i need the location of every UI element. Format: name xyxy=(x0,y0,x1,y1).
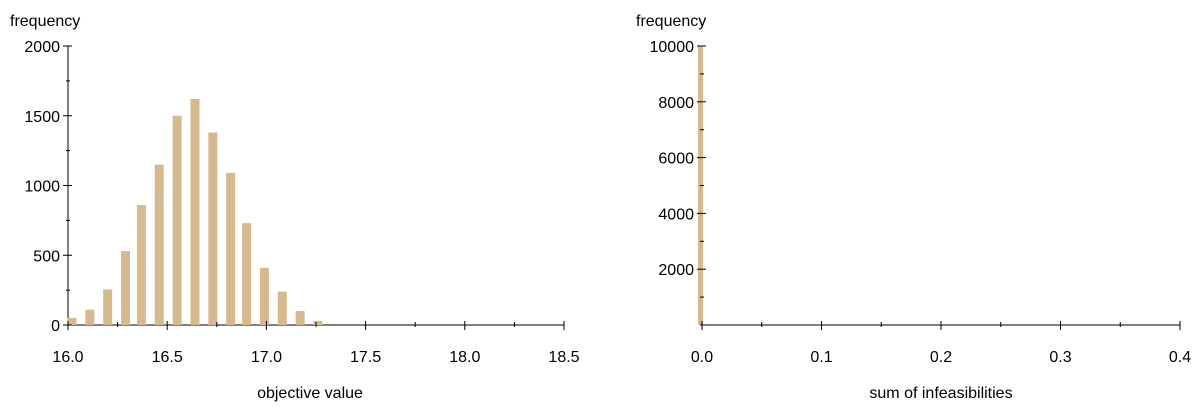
objective-value-histogram: frequency 0 500 1000 1500 2000 16.0 16.5 17.0 17… xyxy=(10,13,580,402)
bar xyxy=(277,291,287,325)
bar xyxy=(136,205,146,325)
bar xyxy=(208,132,218,325)
ticks: 2000 4000 6000 8000 10000 0.0 0.1 0.2 0.3 0.4 xyxy=(650,39,1192,366)
x-tick-label: 0.4 xyxy=(1169,349,1191,366)
y-tick-label: 500 xyxy=(33,248,60,265)
bar xyxy=(295,311,305,325)
y-tick-label: 8000 xyxy=(658,95,694,112)
x-tick-label: 0.1 xyxy=(810,349,832,366)
sum-of-infeasibilities-histogram: frequency 2000 4000 6000 8000 10000 0.0 0.1 0.2… xyxy=(636,13,1191,402)
y-tick-label: 0 xyxy=(51,318,60,335)
x-tick-label: 16.5 xyxy=(152,349,183,366)
x-tick-label: 0.3 xyxy=(1049,349,1071,366)
y-tick-label: 1000 xyxy=(24,179,60,196)
ticks: 0 500 1000 1500 2000 16.0 16.5 17.0 17.5 18.0 18.5 xyxy=(24,39,579,366)
bar xyxy=(242,223,252,325)
bar xyxy=(259,267,269,325)
bar xyxy=(226,172,236,325)
x-tick-label: 17.0 xyxy=(251,349,282,366)
bar xyxy=(154,164,164,325)
y-tick-label: 1500 xyxy=(24,109,60,126)
y-tick-label: 4000 xyxy=(658,206,694,223)
bar xyxy=(67,318,77,325)
x-axis-label: objective value xyxy=(257,385,363,402)
x-axis-label: sum of infeasibilities xyxy=(869,385,1012,402)
y-tick-label: 10000 xyxy=(650,39,695,56)
bar xyxy=(172,115,182,325)
y-axis-label: frequency xyxy=(636,13,706,30)
x-tick-label: 16.0 xyxy=(52,349,83,366)
y-tick-label: 6000 xyxy=(658,151,694,168)
bar xyxy=(85,309,95,325)
y-tick-label: 2000 xyxy=(658,262,694,279)
x-tick-label: 18.5 xyxy=(548,349,579,366)
x-tick-label: 0.2 xyxy=(930,349,952,366)
bar xyxy=(103,289,113,325)
axes xyxy=(701,46,1180,326)
bar xyxy=(121,251,131,325)
y-tick-label: 2000 xyxy=(24,39,60,56)
x-tick-label: 17.5 xyxy=(350,349,381,366)
y-axis-label: frequency xyxy=(10,13,80,30)
bar xyxy=(190,99,200,325)
bars xyxy=(67,99,323,325)
bar xyxy=(313,320,323,325)
x-tick-label: 0.0 xyxy=(691,349,713,366)
x-tick-label: 18.0 xyxy=(449,349,480,366)
